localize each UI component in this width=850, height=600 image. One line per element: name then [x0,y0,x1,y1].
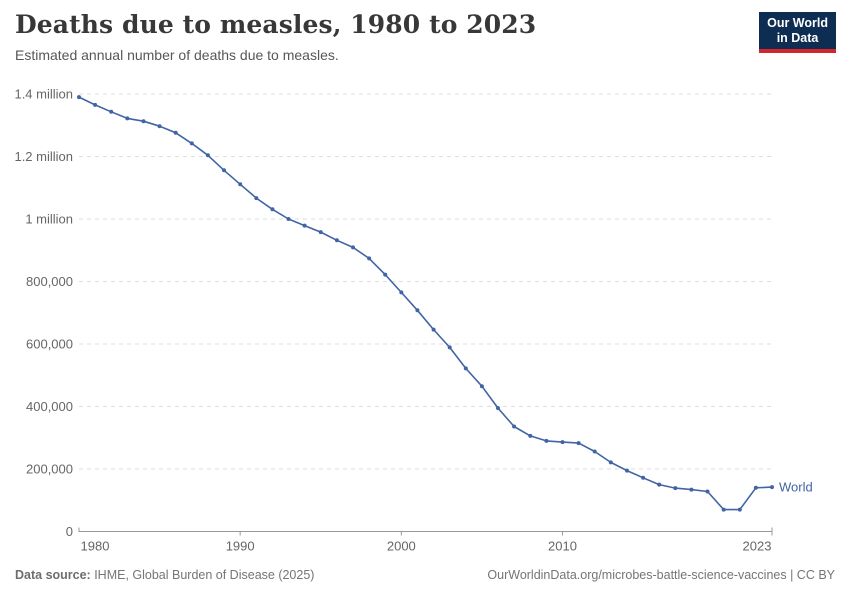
data-point-2003[interactable] [447,345,452,350]
data-point-2011[interactable] [576,441,581,446]
y-axis-label: 600,000 [26,337,73,352]
data-point-1980[interactable] [77,95,81,100]
series-label: World [779,480,813,495]
data-point-2021[interactable] [737,507,742,512]
series-line-world[interactable] [78,96,773,511]
x-axis-label: 1980 [81,539,110,554]
data-point-2012[interactable] [592,449,597,454]
x-axis-label: 2000 [387,539,416,554]
data-source-label: Data source: [15,568,91,582]
chart-subtitle: Estimated annual number of deaths due to… [15,47,339,63]
data-point-1987[interactable] [189,141,194,146]
data-point-1997[interactable] [351,245,355,250]
data-point-1983[interactable] [125,116,130,121]
data-point-2010[interactable] [560,440,565,445]
data-point-1984[interactable] [141,119,146,124]
data-point-2009[interactable] [544,438,549,443]
data-point-1990[interactable] [238,182,243,187]
y-axis-label: 0 [66,524,73,539]
y-axis-label: 400,000 [26,399,73,414]
data-source: Data source: IHME, Global Burden of Dise… [15,568,314,582]
chart-title: Deaths due to measles, 1980 to 2023 [15,10,537,39]
y-axis-label: 1 million [25,212,73,227]
y-axis-label: 200,000 [26,462,73,477]
owid-logo-line1: Our World [767,16,828,30]
data-point-2004[interactable] [463,366,468,371]
chart-footer: Data source: IHME, Global Burden of Dise… [15,568,835,582]
data-point-1994[interactable] [302,223,307,228]
data-point-2000[interactable] [399,290,404,295]
owid-logo[interactable]: Our World in Data [759,12,836,53]
data-point-1992[interactable] [270,207,275,212]
data-point-2007[interactable] [512,424,517,429]
data-point-2013[interactable] [608,460,613,465]
x-axis-label: 1990 [226,539,255,554]
chart-header: Deaths due to measles, 1980 to 2023 Esti… [15,10,690,63]
x-axis-label: 2010 [548,539,577,554]
data-point-1982[interactable] [109,109,114,114]
footer-link[interactable]: OurWorldinData.org/microbes-battle-scien… [487,568,835,582]
data-point-2002[interactable] [431,327,436,332]
data-point-2008[interactable] [528,433,533,438]
data-point-2006[interactable] [496,406,500,411]
data-point-1998[interactable] [367,256,372,261]
data-point-1995[interactable] [318,230,323,235]
data-point-2015[interactable] [641,475,646,480]
y-axis-label: 1.4 million [14,87,73,102]
data-point-2017[interactable] [673,486,678,491]
data-point-2018[interactable] [689,487,694,492]
x-axis-line [78,527,773,532]
data-point-1996[interactable] [334,238,339,243]
data-point-2019[interactable] [705,489,710,494]
data-point-2005[interactable] [479,384,484,389]
x-axis-label: 2023 [743,539,772,554]
data-point-1993[interactable] [286,217,291,221]
data-point-1986[interactable] [173,130,178,135]
data-point-2014[interactable] [625,468,629,473]
data-point-2001[interactable] [415,308,420,313]
y-axis-label: 800,000 [26,274,73,289]
data-point-2016[interactable] [657,482,662,487]
data-point-1988[interactable] [205,153,210,158]
data-point-1989[interactable] [222,168,226,173]
data-point-2022[interactable] [753,485,758,490]
data-point-1999[interactable] [383,272,388,277]
data-point-1985[interactable] [157,124,162,129]
data-point-2020[interactable] [721,507,726,512]
owid-logo-line2: in Data [776,31,819,45]
data-point-1981[interactable] [93,102,98,107]
y-axis-label: 1.2 million [14,149,73,164]
data-source-text: IHME, Global Burden of Disease (2025) [90,568,315,582]
data-point-2023[interactable] [770,485,774,490]
data-point-1991[interactable] [254,196,259,201]
